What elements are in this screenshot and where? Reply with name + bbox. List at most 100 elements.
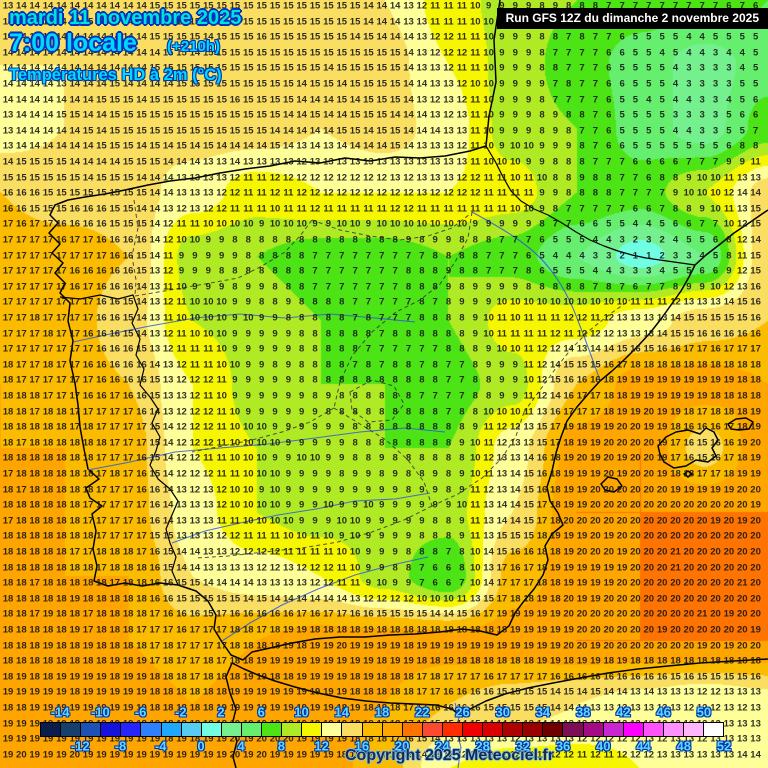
temperature-value: 18 — [163, 703, 174, 713]
temperature-value: 12 — [443, 48, 454, 58]
temperature-value: 3 — [713, 95, 718, 105]
temperature-value: 18 — [336, 719, 347, 729]
temperature-value: 19 — [96, 688, 107, 698]
temperature-value: 16 — [96, 235, 107, 245]
temperature-value: 8 — [272, 235, 277, 245]
temperature-value: 15 — [363, 64, 374, 74]
temperature-value: 15 — [403, 610, 414, 620]
temperature-value: 13 — [3, 142, 14, 152]
temperature-value: 19 — [323, 656, 334, 666]
temperature-value: 14 — [43, 1, 54, 11]
temperature-value: 8 — [459, 422, 464, 432]
temperature-value: 19 — [230, 719, 241, 729]
temperature-value: 19 — [590, 422, 601, 432]
temperature-value: 14 — [176, 547, 187, 557]
temperature-value: 17 — [56, 360, 67, 370]
temperature-value: 13 — [657, 688, 668, 698]
temperature-value: 20 — [617, 610, 628, 620]
temperature-value: 7 — [379, 360, 384, 370]
temperature-value: 14 — [403, 95, 414, 105]
temperature-value: 13 — [283, 578, 294, 588]
temperature-value: 9 — [526, 126, 531, 136]
temperature-value: 14 — [323, 95, 334, 105]
temperature-value: 8 — [579, 282, 584, 292]
temperature-value: 10 — [336, 220, 347, 230]
temperature-value: 10 — [443, 594, 454, 604]
temperature-value: 8 — [673, 282, 678, 292]
temperature-value: 9 — [392, 578, 397, 588]
temperature-value: 17 — [83, 282, 94, 292]
temperature-value: 19 — [443, 625, 454, 635]
temperature-value: 8 — [299, 235, 304, 245]
temperature-value: 13 — [443, 173, 454, 183]
temperature-value: 18 — [417, 625, 428, 635]
temperature-value: 18 — [56, 563, 67, 573]
temperature-value: 18 — [110, 469, 121, 479]
temperature-value: 18 — [29, 672, 40, 682]
temperature-value: 19 — [216, 703, 227, 713]
temperature-value: 8 — [446, 532, 451, 542]
temperature-value: 9 — [499, 95, 504, 105]
temperature-value: 9 — [232, 313, 237, 323]
temperature-value: 18 — [603, 391, 614, 401]
temperature-value: 14 — [163, 142, 174, 152]
temperature-value: 10 — [590, 298, 601, 308]
temperature-value: 14 — [336, 110, 347, 120]
temperature-value: 19 — [176, 750, 187, 760]
temperature-value: 15 — [203, 1, 214, 11]
temperature-value: 12 — [630, 750, 641, 760]
temperature-value: 7 — [619, 173, 624, 183]
temperature-value: 8 — [379, 391, 384, 401]
temperature-value: 6 — [619, 142, 624, 152]
temperature-value: 9 — [286, 407, 291, 417]
temperature-value: 10 — [270, 500, 281, 510]
temperature-value: 19 — [550, 656, 561, 666]
temperature-value: 13 — [150, 344, 161, 354]
temperature-value: 8 — [326, 376, 331, 386]
temperature-value: 15 — [537, 422, 548, 432]
temperature-value: 15 — [83, 126, 94, 136]
temperature-value: 17 — [590, 391, 601, 401]
temperature-value: 16 — [190, 610, 201, 620]
temperature-value: 15 — [350, 48, 361, 58]
temperature-value: 18 — [56, 454, 67, 464]
temperature-value: 15 — [563, 688, 574, 698]
temperature-value: 19 — [136, 688, 147, 698]
temperature-value: 13 — [590, 703, 601, 713]
temperature-value: 18 — [724, 360, 735, 370]
temperature-value: 14 — [83, 1, 94, 11]
temperature-value: 16 — [710, 344, 721, 354]
temperature-value: 18 — [56, 485, 67, 495]
temperature-value: 11 — [470, 204, 480, 214]
temperature-value: 18 — [684, 656, 695, 666]
temperature-value: 11 — [230, 469, 240, 479]
temperature-value: 8 — [566, 1, 571, 11]
temperature-value: 9 — [459, 298, 464, 308]
temperature-value: 12 — [537, 344, 548, 354]
temperature-value: 18 — [350, 672, 361, 682]
temperature-value: 15 — [737, 672, 748, 682]
temperature-value: 20 — [644, 500, 655, 510]
temperature-value: 13 — [150, 282, 161, 292]
temperature-value: 8 — [392, 438, 397, 448]
temperature-value: 12 — [270, 547, 281, 557]
temperature-value: 10 — [483, 95, 494, 105]
temperature-value: 16 — [83, 220, 94, 230]
temperature-value: 11 — [524, 173, 534, 183]
temperature-value: 14 — [136, 142, 147, 152]
temperature-value: 15 — [270, 110, 281, 120]
temperature-value: 19 — [550, 532, 561, 542]
temperature-value: 19 — [577, 438, 588, 448]
temperature-value: 15 — [110, 79, 121, 89]
temperature-value: 20 — [657, 578, 668, 588]
temperature-value: 8 — [299, 298, 304, 308]
temperature-value: 14 — [3, 157, 14, 167]
temperature-value: 5 — [673, 48, 678, 58]
temperature-value: 8 — [446, 313, 451, 323]
temperature-value: 19 — [310, 672, 321, 682]
temperature-value: 12 — [176, 407, 187, 417]
temperature-value: 17 — [110, 438, 121, 448]
temperature-value: 7 — [566, 64, 571, 74]
temperature-value: 19 — [497, 610, 508, 620]
temperature-value: 18 — [110, 594, 121, 604]
